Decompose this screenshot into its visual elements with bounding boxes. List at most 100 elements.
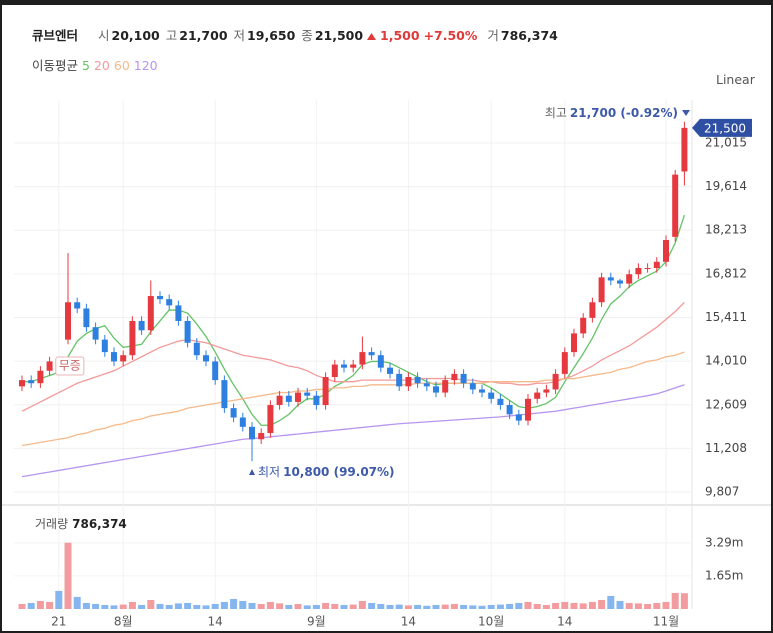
volume-bar [340, 604, 348, 609]
candle-body [644, 268, 651, 270]
volume-bar [625, 602, 633, 609]
candle-body [101, 339, 108, 353]
volume-bar [579, 603, 587, 609]
y-tick-label: 18,213 [705, 223, 747, 237]
x-tick-label: 8월 [114, 615, 133, 629]
ma-line [21, 384, 685, 478]
volume-bar [506, 603, 514, 609]
high-text: 21,700 (-0.92%) [570, 106, 678, 120]
volume-bar [220, 601, 228, 609]
candle-body [350, 364, 357, 368]
volume-bar [174, 603, 182, 609]
volume-bar [239, 600, 247, 609]
candle-body [46, 361, 53, 371]
candle-body [322, 377, 329, 406]
legend-entry: 60 [113, 58, 130, 73]
candle-body [92, 327, 99, 340]
volume-bar [18, 603, 26, 609]
last-price-badge [692, 118, 752, 137]
volume-bar [552, 602, 560, 609]
volume-bar [331, 603, 339, 609]
candle-body [534, 392, 541, 399]
quote-value: 21,700 [179, 28, 228, 43]
y-tick-label: 16,812 [705, 266, 747, 280]
up-icon [249, 469, 255, 475]
scale-button[interactable]: Linear [716, 72, 755, 87]
volume-bar [82, 602, 90, 609]
volume-bar [55, 590, 63, 609]
candle-body [203, 355, 209, 362]
volume-bar [285, 604, 293, 609]
x-tick-label: 11월 [653, 615, 679, 629]
volume-bar [248, 602, 256, 609]
candle-body [580, 317, 587, 334]
volume-bar [404, 605, 412, 609]
candle-body [313, 395, 320, 406]
candle-body [635, 268, 642, 275]
volume-bar [469, 605, 477, 609]
volume-bar [441, 604, 449, 609]
volume-bar [230, 598, 238, 609]
quote-value: 21,500 [314, 28, 364, 43]
stock-name: 큐브엔터 [32, 28, 79, 43]
volume-bar [616, 600, 624, 609]
y-tick-label: 14,010 [705, 354, 747, 368]
candle-body [120, 355, 127, 362]
candle-body [249, 426, 255, 440]
volume-title: 거래량 786,374 [35, 517, 127, 531]
volume-bar [156, 603, 164, 609]
candle-body [359, 352, 366, 365]
y-tick-label: 3.29m [705, 535, 743, 549]
chart: 21 8월 14 9월 14 10월 14 11월 9,807 11,208 12,609 14,01… [2, 100, 771, 629]
volume-bar [322, 602, 330, 609]
candle-body [423, 383, 430, 387]
volume-bar [414, 604, 422, 609]
volume-bar [165, 604, 173, 609]
candle-body [331, 364, 338, 378]
candle-body [28, 380, 35, 384]
candle-body [469, 383, 476, 390]
candle-body [525, 398, 531, 421]
candle-body [571, 333, 577, 353]
candle-body [561, 352, 568, 374]
y-tick-label: 15,411 [705, 310, 747, 324]
low-annotation: 최저 10,800 (99.07%) [258, 465, 395, 479]
volume-bar [294, 603, 302, 609]
volume-title-value: 786,374 [72, 517, 127, 531]
volume-bar [211, 603, 219, 609]
volume-bar [358, 600, 366, 609]
y-tick-label: 19,614 [705, 179, 747, 193]
candle-body [543, 389, 550, 393]
ma-legend: 이동평균 5 20 60 120 [32, 55, 158, 74]
candle-body [37, 370, 44, 384]
candle-body [258, 433, 265, 440]
ma-line [21, 301, 685, 412]
x-tick-label: 14 [401, 615, 416, 629]
event-label: 무증 [59, 359, 81, 373]
candle-body [460, 373, 467, 384]
volume-bar [202, 605, 210, 609]
candle-body [295, 392, 301, 402]
candle-body [515, 414, 522, 421]
legend-entry: 20 [93, 58, 110, 73]
volume-bar [533, 603, 541, 609]
volume-bar [561, 601, 569, 609]
candle-body [221, 380, 228, 409]
y-tick-label: 12,609 [705, 397, 747, 411]
volume-bar [46, 601, 54, 609]
volume-bar [184, 602, 192, 609]
last-price-label: 21,500 [704, 121, 746, 135]
change-pct: +7.50% [423, 28, 478, 43]
quote-value: 20,100 [111, 28, 160, 43]
volume-bar [193, 604, 201, 609]
up-icon [367, 33, 377, 40]
volume-bar [368, 602, 376, 609]
candle-body [65, 302, 71, 340]
volume-bar [119, 604, 127, 609]
candle-body [304, 392, 311, 396]
volume-bar [588, 601, 596, 609]
candle-body [184, 320, 191, 343]
candle-body [377, 355, 384, 368]
change: 1,500 [380, 28, 420, 43]
